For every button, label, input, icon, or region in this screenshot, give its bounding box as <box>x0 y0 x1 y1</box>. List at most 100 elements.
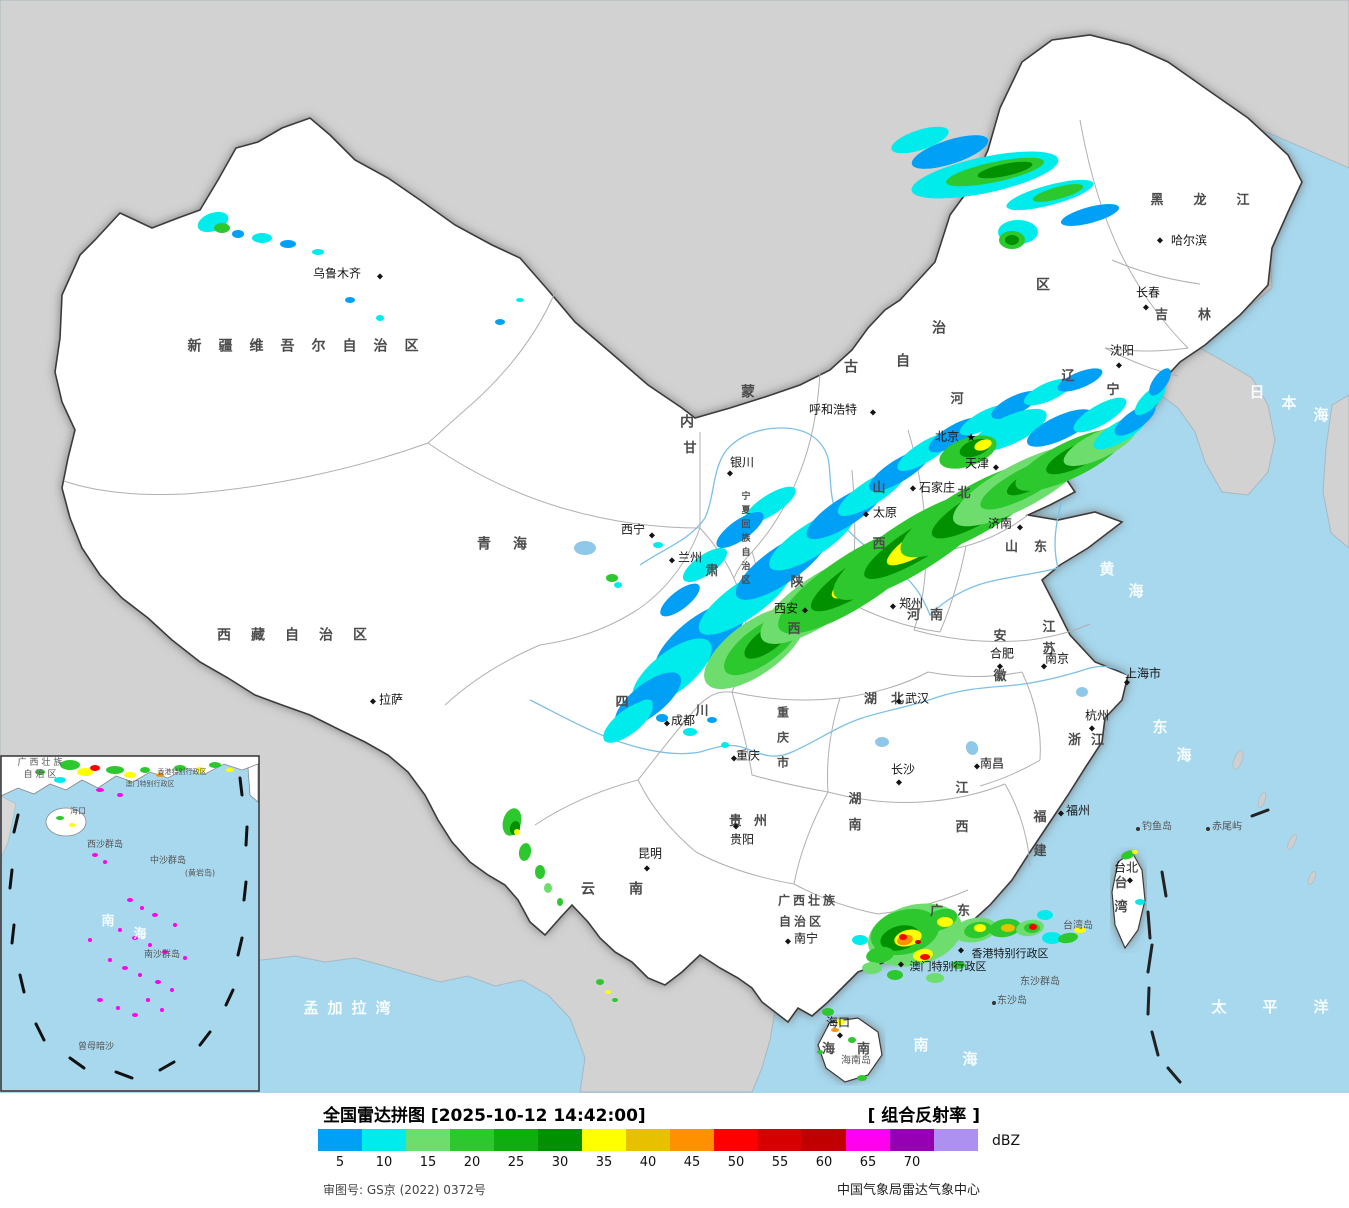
radar-echo <box>1149 368 1171 396</box>
radar-echo <box>495 319 505 325</box>
nine-dash-segment <box>114 1070 134 1080</box>
radar-echo <box>866 946 894 964</box>
radar-echo <box>1058 932 1078 944</box>
radar-echo <box>606 574 618 582</box>
nine-dash-line <box>8 776 249 1080</box>
radar-echo-inset <box>209 762 221 768</box>
radar-echo <box>518 843 532 861</box>
radar-echo <box>1060 204 1120 226</box>
radar-echo <box>852 935 868 945</box>
radar-echo <box>887 970 903 980</box>
radar-echo <box>637 699 653 711</box>
radar-echo <box>831 1028 839 1032</box>
radar-echo <box>716 511 764 549</box>
radar-echo <box>656 714 668 722</box>
radar-echo-inset <box>127 898 133 902</box>
radar-echo <box>1026 409 1094 447</box>
dbz-scale-value: 55 <box>771 1155 789 1170</box>
radar-echo <box>514 829 520 835</box>
radar-echo-inset <box>195 767 205 773</box>
nine-dash-segment <box>10 923 16 945</box>
inset-radar-echoes <box>35 760 234 1017</box>
radar-echo <box>1074 927 1086 933</box>
dbz-scale-cell <box>406 1129 450 1151</box>
radar-echo <box>707 717 717 723</box>
radar-echo <box>535 865 545 879</box>
radar-echo-inset <box>226 768 234 772</box>
radar-echo-inset <box>152 913 158 917</box>
sea-boundary-dash <box>1146 986 1151 1016</box>
radar-echo <box>977 161 1033 179</box>
radar-echo <box>1032 184 1084 202</box>
radar-echo <box>516 298 524 302</box>
radar-echo <box>835 1019 845 1025</box>
radar-echo-layer <box>197 126 1171 1081</box>
inset-vietnam-land <box>1 795 17 859</box>
radar-echo-inset <box>183 956 187 960</box>
dbz-scale-cell <box>890 1129 934 1151</box>
radar-echo <box>721 742 729 748</box>
dbz-scale-cell <box>714 1129 758 1151</box>
dbz-scale-value: 20 <box>463 1155 481 1170</box>
radar-echo <box>862 962 882 974</box>
radar-echo <box>653 542 663 548</box>
radar-echo <box>817 1050 823 1054</box>
ryukyu-islands <box>1232 750 1317 885</box>
dbz-scale-value: 5 <box>335 1155 345 1170</box>
dbz-scale-value: 15 <box>419 1155 437 1170</box>
radar-echo-inset <box>156 773 164 777</box>
dbz-scale-value: 25 <box>507 1155 525 1170</box>
radar-echo <box>915 940 921 944</box>
dbz-scale-value: 45 <box>683 1155 701 1170</box>
product-label: [ 组合反射率 ] <box>867 1106 980 1126</box>
china-radar-map: 黑龙江 吉林辽宁内蒙古自治区新疆维吾尔自治区甘肃青海 西藏自治区四川云南 贵州广西壮族… <box>0 0 1349 1093</box>
dbz-scale-value: 65 <box>859 1155 877 1170</box>
radar-echo-inset <box>140 906 144 910</box>
radar-echo <box>1042 932 1062 944</box>
radar-echo <box>920 954 930 960</box>
taiwan-island-shape <box>1111 851 1146 950</box>
nine-dash-segment <box>244 825 249 847</box>
sea-boundary-dashes <box>1146 808 1270 1084</box>
radar-echo-inset <box>162 950 168 954</box>
radar-echo-inset <box>96 788 104 792</box>
inset-frame <box>0 755 260 1092</box>
radar-echo <box>614 582 622 588</box>
radar-echo-inset <box>116 1006 120 1010</box>
radar-echo <box>1005 235 1019 245</box>
radar-echo <box>605 990 611 994</box>
radar-echo-inset <box>132 1013 138 1017</box>
radar-echo-inset <box>148 943 152 947</box>
dbz-scale-cell <box>582 1129 626 1151</box>
radar-echo-inset <box>108 958 112 962</box>
dbz-color-scale <box>318 1129 978 1151</box>
nine-dash-segment <box>242 880 248 902</box>
radar-echo-inset <box>173 923 177 927</box>
nine-dash-segment <box>68 1056 86 1070</box>
radar-echo <box>312 249 324 255</box>
radar-echo-inset <box>88 938 92 942</box>
radar-echo <box>822 1008 834 1016</box>
radar-echo <box>280 240 296 248</box>
radar-echo <box>857 1075 867 1081</box>
map-title: 全国雷达拼图 [2025-10-12 14:42:00] <box>323 1106 646 1126</box>
dbz-scale-cell <box>934 1129 978 1151</box>
dbz-scale-value: 70 <box>903 1155 921 1170</box>
nine-dash-segment <box>198 1030 212 1047</box>
radar-echo-inset <box>103 860 107 864</box>
radar-echo <box>937 917 953 927</box>
radar-echo <box>557 898 563 906</box>
south-china-sea-inset <box>1 756 259 1091</box>
radar-echo <box>345 297 355 303</box>
sea-boundary-dash <box>1250 808 1270 818</box>
radar-echo <box>951 961 965 969</box>
radar-echo-inset <box>118 928 122 932</box>
nine-dash-segment <box>18 973 26 994</box>
china-territory <box>54 34 1303 1024</box>
radar-echo-inset <box>122 966 128 970</box>
inset-taiwan <box>247 763 259 803</box>
radar-echo <box>1001 924 1015 932</box>
dbz-scale-cell <box>538 1129 582 1151</box>
sea-boundary-dash <box>1146 910 1152 940</box>
